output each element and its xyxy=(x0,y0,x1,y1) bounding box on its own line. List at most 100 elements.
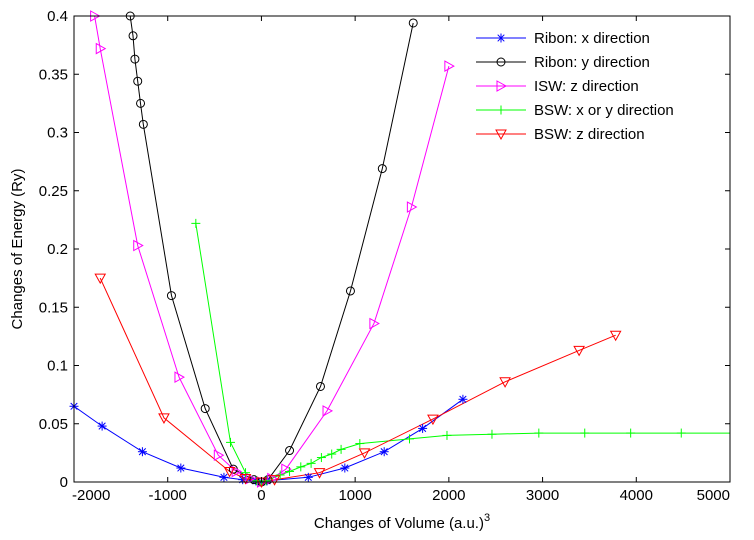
x-axis-label-text: Changes of Volume (a.u.) xyxy=(314,515,484,532)
legend-entry: BSW: x or y direction xyxy=(476,102,674,119)
y-tick-label: 0.15 xyxy=(39,299,68,316)
data-point-series-2 xyxy=(130,54,140,64)
legend-swatch-marker xyxy=(496,33,506,43)
data-point-series-3 xyxy=(174,371,185,383)
data-point-series-5 xyxy=(427,414,439,426)
x-tick-label: 4000 xyxy=(620,487,653,504)
legend-label: BSW: z direction xyxy=(534,126,645,143)
data-point-series-4 xyxy=(355,439,365,449)
data-point-series-2 xyxy=(136,98,146,108)
y-axis: 0 0.05 0.1 0.15 0.2 0.25 0.3 0.35 0.4 xyxy=(39,8,730,491)
x-tick-label: 1000 xyxy=(338,487,371,504)
x-tick-label: 2000 xyxy=(432,487,465,504)
y-tick-label: 0.3 xyxy=(47,125,68,142)
data-point-series-1 xyxy=(219,472,229,482)
data-point-series-1 xyxy=(379,447,389,457)
data-point-series-3 xyxy=(322,405,334,417)
legend-entry: BSW: z direction xyxy=(476,126,645,143)
data-point-series-2 xyxy=(200,404,210,414)
data-point-series-4 xyxy=(534,428,544,438)
data-point-series-4 xyxy=(487,429,497,439)
legend-entry: Ribon: y direction xyxy=(476,54,650,71)
x-tick-label: -2000 xyxy=(72,487,110,504)
data-point-series-3 xyxy=(133,239,144,252)
y-tick-label: 0.1 xyxy=(47,358,68,375)
x-tick-label: 5000 xyxy=(697,487,730,504)
data-point-series-1 xyxy=(458,394,468,404)
legend-swatch-marker xyxy=(496,105,506,115)
y-axis-label: Changes of Energy (Ry) xyxy=(9,169,26,330)
data-point-series-3 xyxy=(444,60,455,72)
data-point-series-3 xyxy=(245,472,257,485)
legend-entry: Ribon: x direction xyxy=(476,30,650,47)
x-tick-label: 3000 xyxy=(526,487,559,504)
data-point-series-4 xyxy=(327,449,337,459)
data-point-series-2 xyxy=(377,164,387,174)
data-point-series-5 xyxy=(94,273,107,285)
data-point-series-4 xyxy=(626,428,636,438)
data-point-series-2 xyxy=(315,381,325,391)
x-tick-label: -1000 xyxy=(149,487,187,504)
x-axis-label-superscript: 3 xyxy=(484,512,490,524)
data-point-series-4 xyxy=(676,428,686,438)
data-point-series-4 xyxy=(336,444,346,454)
legend-swatch-marker xyxy=(496,57,506,67)
data-point-series-5 xyxy=(268,475,281,486)
data-point-series-2 xyxy=(408,18,418,28)
data-point-series-2 xyxy=(138,119,148,129)
data-point-series-2 xyxy=(166,291,176,301)
data-point-series-4 xyxy=(306,458,316,468)
data-point-series-4 xyxy=(191,218,201,228)
data-point-series-5 xyxy=(313,468,326,479)
data-point-series-1 xyxy=(137,447,147,457)
data-point-series-2 xyxy=(345,286,355,296)
legend-entry: ISW: z direction xyxy=(476,78,639,95)
data-point-series-5 xyxy=(158,413,170,424)
data-point-series-5 xyxy=(609,330,622,342)
data-point-series-4 xyxy=(316,453,326,463)
data-point-series-5 xyxy=(239,474,252,485)
data-point-series-1 xyxy=(176,463,186,473)
data-point-series-1 xyxy=(418,423,428,433)
legend-label: Ribon: y direction xyxy=(534,54,650,71)
data-point-series-3 xyxy=(406,201,418,213)
legend-label: BSW: x or y direction xyxy=(534,102,674,119)
y-tick-label: 0.35 xyxy=(39,66,68,83)
marker-layer xyxy=(69,10,686,489)
data-point-series-4 xyxy=(580,428,590,438)
data-point-series-5 xyxy=(358,448,371,459)
legend-label: Ribon: x direction xyxy=(534,30,650,47)
data-point-series-2 xyxy=(285,446,295,456)
data-point-series-4 xyxy=(442,430,452,440)
y-tick-label: 0.2 xyxy=(47,241,68,258)
series-line-5 xyxy=(99,277,616,482)
data-point-series-4 xyxy=(240,468,250,478)
data-point-series-1 xyxy=(340,463,350,473)
data-point-series-4 xyxy=(226,437,236,447)
data-point-series-1 xyxy=(97,421,107,431)
data-point-series-3 xyxy=(95,42,107,55)
data-point-series-2 xyxy=(133,76,143,86)
data-point-series-5 xyxy=(573,345,585,357)
legend-label: ISW: z direction xyxy=(534,78,639,95)
y-tick-label: 0.4 xyxy=(47,8,68,25)
data-point-series-3 xyxy=(213,449,225,462)
data-point-series-4 xyxy=(404,434,414,444)
data-point-series-5 xyxy=(223,467,236,478)
legend-box xyxy=(470,24,722,150)
data-point-series-4 xyxy=(296,462,306,472)
data-point-series-4 xyxy=(285,467,295,477)
y-tick-label: 0.05 xyxy=(39,416,68,433)
data-point-series-3 xyxy=(369,317,380,330)
legend-swatch-marker xyxy=(496,80,508,92)
x-axis-label: Changes of Volume (a.u.)3 xyxy=(314,512,490,532)
data-point-series-5 xyxy=(499,377,511,388)
y-tick-label: 0.25 xyxy=(39,183,68,200)
data-point-series-1 xyxy=(303,472,313,482)
data-point-series-4 xyxy=(275,470,285,480)
y-tick-label: 0 xyxy=(60,474,68,491)
legend-swatch-marker xyxy=(495,129,507,141)
x-axis: -2000 -1000 0 1000 2000 3000 4000 5000 xyxy=(72,16,731,504)
x-tick-label: 0 xyxy=(257,487,265,504)
